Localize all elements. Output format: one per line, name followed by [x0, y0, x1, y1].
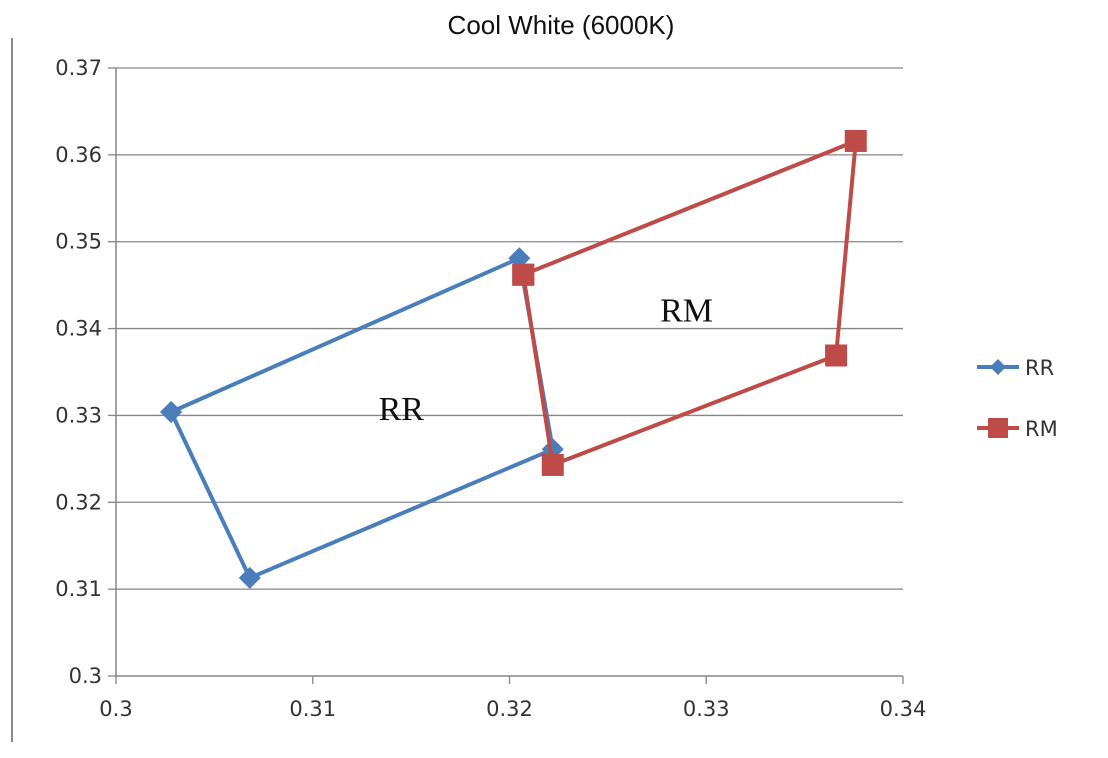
y-tick-label: 0.32: [55, 490, 102, 514]
data-point-rr: [508, 247, 531, 270]
series-line-rr: [169, 256, 555, 580]
plot-area: [160, 129, 867, 589]
gridlines: [116, 67, 903, 590]
x-tick-label: 0.32: [486, 697, 533, 721]
data-point-rr: [160, 400, 183, 423]
legend-label: RR: [1025, 356, 1054, 380]
x-tick-label: 0.31: [289, 697, 336, 721]
legend-item-rr: RR: [977, 356, 1054, 380]
axis-ticks: 0.3 0.31 0.32 0.33 0.34 0.35 0.36 0.37 0.3 0.31 0.…: [55, 56, 926, 721]
legend-item-rm: RM: [977, 417, 1058, 441]
series-rr: [160, 247, 564, 589]
y-tick-label: 0.35: [55, 230, 102, 254]
annotations: RR RM: [379, 293, 713, 428]
x-tick-label: 0.3: [99, 697, 132, 721]
x-tick-label: 0.33: [683, 697, 730, 721]
data-point-rm: [512, 263, 535, 286]
data-point-rm: [844, 129, 867, 152]
y-tick-label: 0.31: [55, 577, 102, 601]
y-tick-label: 0.36: [55, 143, 102, 167]
data-point-rm: [825, 344, 848, 367]
region-label: RM: [660, 293, 713, 330]
region-label: RR: [379, 391, 425, 428]
x-tick-label: 0.34: [880, 697, 927, 721]
legend-marker: [988, 418, 1008, 438]
y-tick-label: 0.37: [55, 56, 102, 80]
legend: RR RM: [977, 356, 1058, 441]
y-tick-label: 0.33: [55, 403, 102, 427]
data-point-rm: [541, 453, 564, 476]
series-rm: [512, 129, 867, 476]
legend-marker: [990, 359, 1006, 375]
legend-label: RM: [1025, 417, 1058, 441]
y-tick-label: 0.34: [55, 317, 102, 341]
y-tick-label: 0.3: [69, 664, 102, 688]
chart-title: Cool White (6000K): [448, 10, 675, 40]
data-point-rr: [238, 566, 261, 589]
